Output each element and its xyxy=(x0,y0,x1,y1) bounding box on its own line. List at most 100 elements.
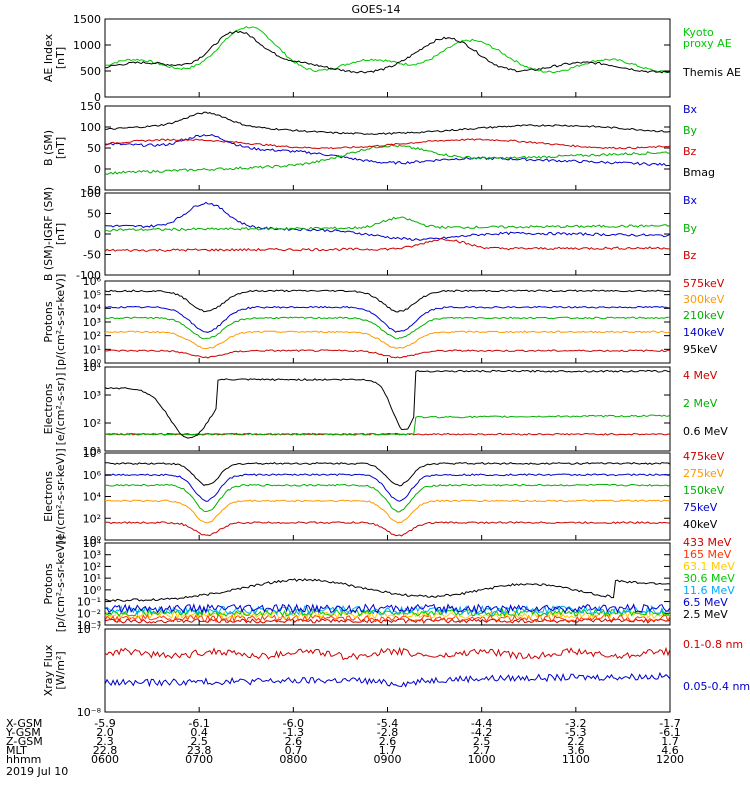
x-axis-value: -5.9 xyxy=(94,717,115,730)
y-tick-label: 10⁵ xyxy=(83,289,101,302)
legend-entry: Kyoto xyxy=(683,26,714,39)
x-axis-value: 2.6 xyxy=(379,735,397,748)
x-axis-value: 0.7 xyxy=(285,744,303,757)
panel-frame xyxy=(104,366,671,452)
legend-entry: By xyxy=(683,222,698,235)
x-axis-value: -5.3 xyxy=(565,726,586,739)
legend-entry: 433 MeV xyxy=(683,536,732,549)
y-axis-label: [p/(cm²-s-sr-keV)] xyxy=(54,274,67,371)
y-axis-label: B (SM) xyxy=(42,130,55,166)
legend-entry: 0.6 MeV xyxy=(683,425,728,438)
legend-entry: 575keV xyxy=(683,277,725,290)
y-tick-label: 10³ xyxy=(83,389,101,402)
x-axis-value: 2.5 xyxy=(190,735,208,748)
x-axis-value: 2.5 xyxy=(473,735,491,748)
y-tick-label: 150 xyxy=(80,100,101,113)
series-line xyxy=(105,462,671,487)
legend-entry: 0.1-0.8 nm xyxy=(683,638,743,651)
y-tick-label: 10⁻⁸ xyxy=(77,706,102,719)
legend-entry: 2.5 MeV xyxy=(683,608,728,621)
y-tick-label: 0 xyxy=(94,163,101,176)
legend-entry: 4 MeV xyxy=(683,369,718,382)
panel-frame xyxy=(104,105,671,191)
panel-frame xyxy=(104,192,671,276)
x-axis-value: -3.2 xyxy=(565,717,586,730)
y-tick-label: 10¹ xyxy=(83,343,101,356)
y-tick-label: 500 xyxy=(80,65,101,78)
y-tick-label: 10³ xyxy=(83,549,101,562)
series-line xyxy=(104,111,671,135)
y-tick-label: 10⁶ xyxy=(83,275,102,288)
y-tick-label: 10² xyxy=(83,330,101,343)
series-line xyxy=(104,432,671,436)
x-axis-value: -5.4 xyxy=(377,717,398,730)
legend-entry: 165 MeV xyxy=(683,548,732,561)
x-axis-value: -1.3 xyxy=(283,726,304,739)
y-tick-label: 10⁰ xyxy=(83,357,102,370)
y-axis-label: [W/m²] xyxy=(54,651,67,689)
x-axis-value: 1200 xyxy=(656,753,684,766)
y-tick-label: 10¹ xyxy=(83,572,101,585)
y-tick-label: 10⁻² xyxy=(77,607,101,620)
x-axis-row-label: X-GSM xyxy=(6,717,42,730)
series-line xyxy=(104,316,670,340)
y-tick-label: 10⁴ xyxy=(83,491,102,504)
legend-entry: 300keV xyxy=(683,293,725,306)
y-tick-label: 10⁴ xyxy=(83,537,102,550)
legend-entry: 140keV xyxy=(683,326,725,339)
x-axis-value: -6.1 xyxy=(659,726,680,739)
legend-entry: Bx xyxy=(683,103,698,116)
y-tick-label: 10⁸ xyxy=(83,447,102,460)
legend-entry: By xyxy=(683,124,698,137)
legend-entry: 75keV xyxy=(683,501,718,514)
y-tick-label: 10⁶ xyxy=(83,469,102,482)
series-line xyxy=(104,134,671,167)
x-axis-value: 0.4 xyxy=(190,726,208,739)
y-tick-label: 10³ xyxy=(83,316,101,329)
y-tick-label: 10⁴ xyxy=(83,361,102,374)
legend-entry: 11.6 MeV xyxy=(683,584,735,597)
legend-entry: Bz xyxy=(683,249,697,262)
x-axis-value: 22.8 xyxy=(93,744,118,757)
y-axis-label: Electrons xyxy=(42,383,55,434)
y-tick-label: 10⁻³ xyxy=(77,619,101,632)
x-axis-value: 2.6 xyxy=(285,735,303,748)
y-tick-label: 0 xyxy=(94,91,101,104)
x-axis-value: -6.1 xyxy=(188,717,209,730)
y-tick-label: 0 xyxy=(94,228,101,241)
x-axis-value: -4.2 xyxy=(471,726,492,739)
panel-frame xyxy=(104,628,671,713)
legend-entry: 0.05-0.4 nm xyxy=(683,680,750,693)
y-tick-label: -50 xyxy=(83,249,101,262)
y-tick-label: 50 xyxy=(87,142,101,155)
series-line xyxy=(104,473,671,502)
series-line xyxy=(104,369,671,439)
y-tick-label: 10¹ xyxy=(83,445,101,458)
x-axis-row-label: Y-GSM xyxy=(5,726,41,739)
x-axis-value: -6.0 xyxy=(283,717,304,730)
series-line xyxy=(104,578,671,602)
y-axis-label: [nT] xyxy=(54,137,67,159)
legend-entry: 63.1 MeV xyxy=(683,560,735,573)
legend-entry: 40keV xyxy=(683,518,718,531)
series-line xyxy=(104,608,671,618)
series-line xyxy=(104,305,671,333)
x-axis-value: 3.6 xyxy=(567,744,585,757)
legend-entry: proxy AE xyxy=(683,37,732,50)
y-tick-label: 50 xyxy=(87,208,101,221)
legend-entry: 150keV xyxy=(683,484,725,497)
x-axis-value: 2.0 xyxy=(96,726,114,739)
y-tick-label: 10⁰ xyxy=(83,584,102,597)
x-axis-value: 0800 xyxy=(279,753,307,766)
x-axis-value: 0900 xyxy=(374,753,402,766)
y-axis-label: Protons xyxy=(42,563,55,604)
y-axis-label: Xray Flux xyxy=(42,644,55,696)
x-axis-value: 2.3 xyxy=(96,735,114,748)
series-line xyxy=(104,602,671,615)
series-line xyxy=(104,30,671,74)
legend-entry: 210keV xyxy=(683,309,725,322)
y-axis-label: [e/(cm²-s-sr-keV)] xyxy=(54,448,67,544)
y-axis-label: AE Index xyxy=(42,33,55,82)
legend-entry: 30.6 MeV xyxy=(683,572,735,585)
series-line xyxy=(104,144,671,175)
